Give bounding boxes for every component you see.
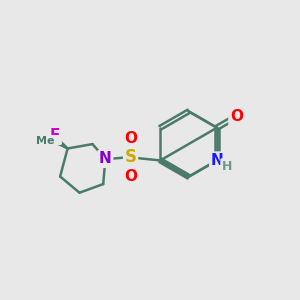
- Text: O: O: [124, 169, 137, 184]
- Text: Me: Me: [36, 136, 55, 146]
- Text: F: F: [50, 128, 60, 143]
- Text: O: O: [230, 109, 243, 124]
- Text: O: O: [124, 130, 137, 146]
- Text: S: S: [124, 148, 136, 166]
- Text: N: N: [211, 153, 223, 168]
- Text: N: N: [99, 152, 112, 166]
- Text: H: H: [221, 160, 232, 172]
- Text: N: N: [99, 152, 112, 166]
